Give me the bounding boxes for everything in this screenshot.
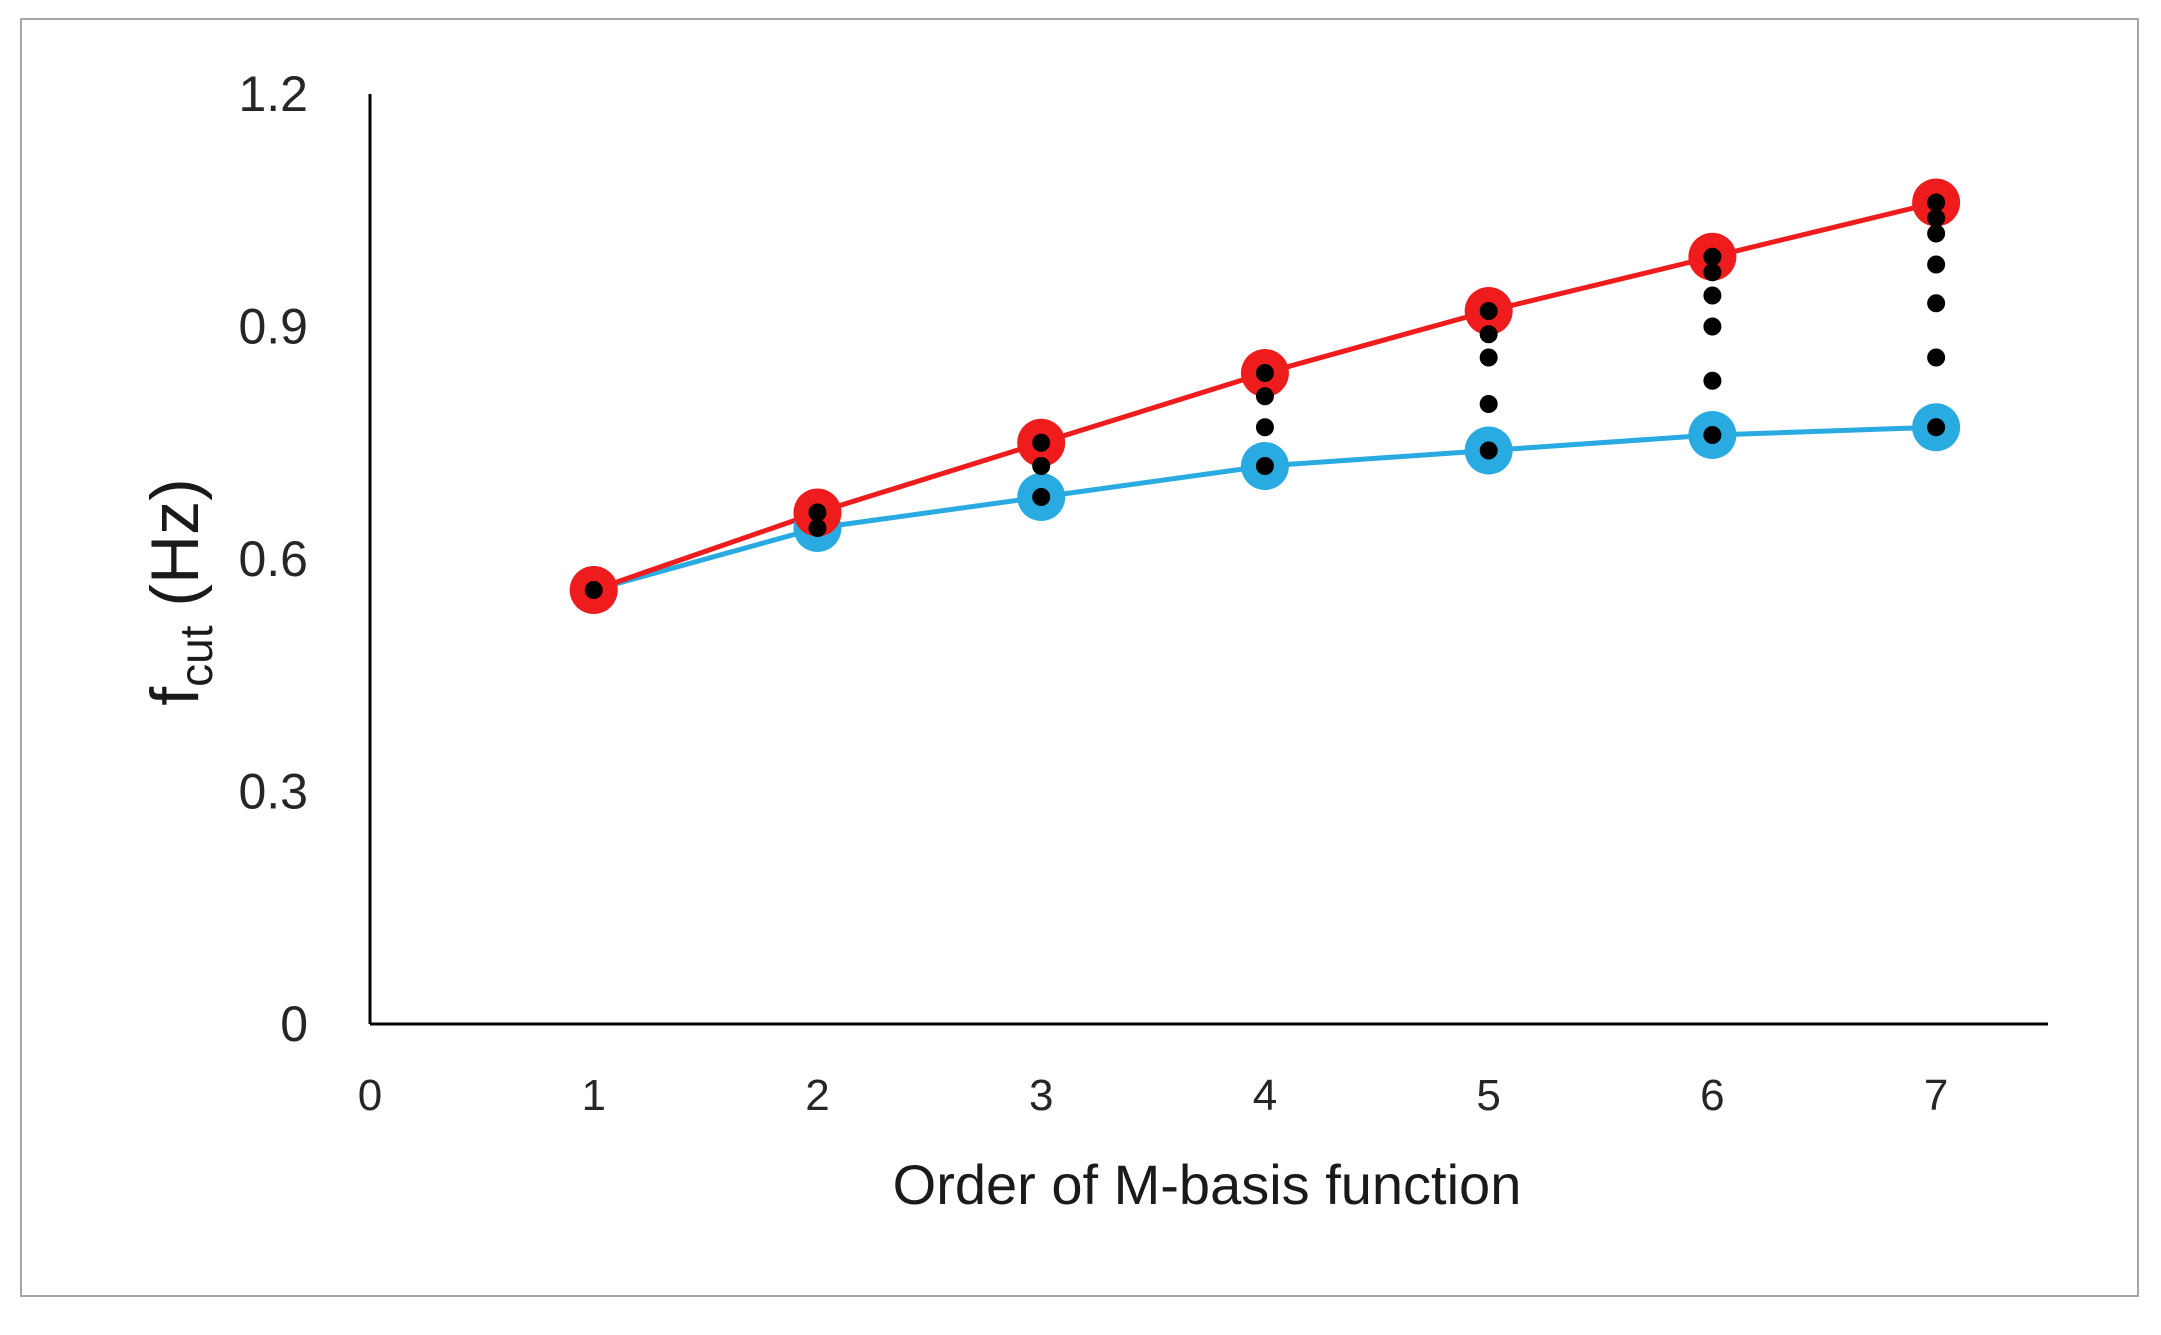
intermediate-point [1032, 488, 1051, 506]
intermediate-point [1703, 263, 1722, 282]
axes [368, 94, 2048, 1026]
y-tick-label: 0.6 [238, 531, 308, 587]
y-axis-title-main: f [137, 687, 213, 706]
intermediate-point [808, 503, 827, 522]
x-tick-label: 4 [1253, 1071, 1277, 1120]
intermediate-point [1703, 247, 1722, 266]
intermediate-point [1703, 371, 1722, 390]
intermediate-point [1479, 348, 1498, 367]
intermediate-point [1032, 433, 1051, 452]
intermediate-point [1927, 418, 1946, 437]
x-tick-label: 7 [1924, 1071, 1948, 1120]
x-tick-label: 3 [1029, 1071, 1053, 1120]
intermediate-point [1927, 294, 1946, 313]
intermediate-point [1255, 457, 1274, 475]
intermediate-point [1703, 317, 1722, 336]
intermediate-point [584, 581, 603, 599]
intermediate-point [1255, 364, 1274, 382]
x-axis-title: Order of M-basis function [893, 1153, 1522, 1216]
intermediate-point [1032, 457, 1051, 475]
x-tick-label: 1 [581, 1071, 605, 1120]
chart-frame [20, 18, 2139, 1297]
y-tick-labels: 0 0.3 0.6 0.9 1.2 [238, 66, 308, 1052]
intermediate-point [1927, 348, 1946, 367]
intermediate-point [1927, 255, 1946, 274]
x-tick-label: 5 [1476, 1071, 1500, 1120]
y-axis-title: fcut (Hz) [137, 478, 222, 706]
intermediate-point [1479, 325, 1498, 344]
intermediate-point [1927, 209, 1946, 227]
x-tick-label: 6 [1700, 1071, 1724, 1120]
intermediate-point [1255, 387, 1274, 406]
y-tick-label: 1.2 [238, 66, 308, 122]
intermediate-points [584, 193, 1946, 599]
intermediate-point [1255, 418, 1274, 437]
intermediate-point [1703, 426, 1722, 444]
intermediate-point [1479, 441, 1498, 460]
y-axis-title-subscript: cut [170, 625, 222, 687]
intermediate-point [1703, 286, 1722, 305]
svg-text:fcut (Hz): fcut (Hz) [137, 478, 222, 706]
x-tick-label: 0 [358, 1071, 382, 1120]
x-tick-label: 2 [805, 1071, 829, 1120]
intermediate-point [1479, 395, 1498, 413]
y-tick-label: 0 [280, 996, 308, 1052]
x-tick-labels: 0 1 2 3 4 5 6 7 [358, 1071, 1949, 1120]
y-tick-label: 0.9 [238, 299, 308, 355]
y-tick-label: 0.3 [238, 764, 308, 820]
intermediate-point [1927, 224, 1946, 243]
intermediate-point [1927, 193, 1946, 212]
intermediate-point [1479, 302, 1498, 320]
intermediate-point [808, 519, 827, 537]
y-axis-title-unit: (Hz) [137, 478, 213, 625]
